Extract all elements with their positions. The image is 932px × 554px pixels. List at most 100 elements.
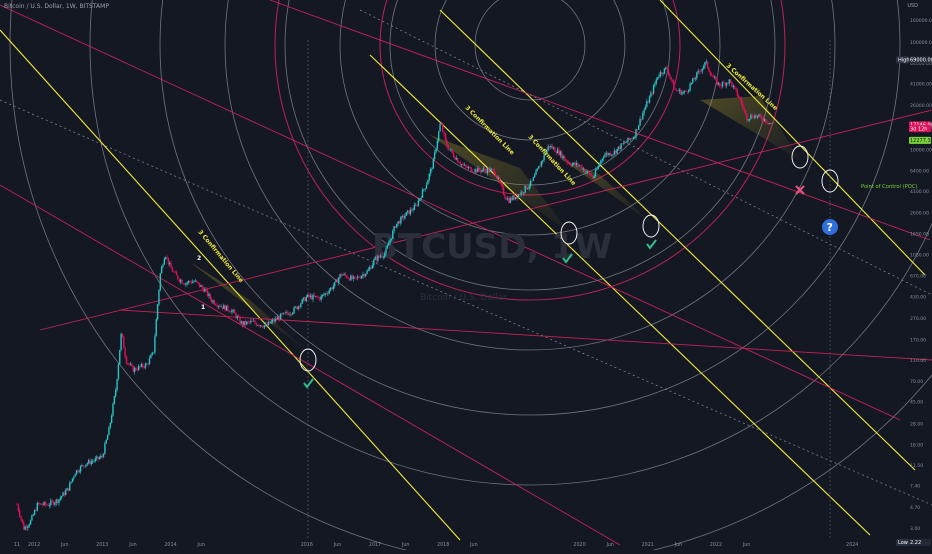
x-tick-label: 2018 (437, 542, 449, 548)
fib-circle-pink-1 (274, 0, 786, 301)
candle-body (502, 187, 505, 195)
x-tick-label: Jun (605, 542, 614, 548)
candle-body (23, 522, 25, 530)
candle-body (289, 314, 291, 315)
candle-body (527, 188, 529, 190)
candle-body (490, 168, 493, 170)
candle-body (120, 333, 122, 350)
dotted-line-0 (0, 99, 932, 506)
dotted-line-1 (359, 9, 932, 296)
candle-body (398, 221, 401, 224)
candle-body (29, 520, 32, 525)
confirmation-line-label: 3 Confirmation Line (464, 104, 516, 156)
x-tick-label: Jun (674, 542, 683, 548)
candle-body (394, 226, 397, 228)
y-tick-label: 1650.00 (910, 232, 929, 238)
candle-body (563, 155, 566, 160)
candle-body (351, 275, 353, 279)
candle-body (613, 150, 616, 155)
candle-body (500, 181, 502, 185)
candle-body (267, 322, 270, 326)
candle-body (144, 363, 147, 368)
candle-body (117, 364, 120, 380)
candle-body (186, 282, 189, 284)
candle-body (493, 169, 495, 174)
candle-body (432, 158, 434, 169)
candle-body (220, 306, 222, 308)
candle-body (397, 221, 399, 224)
candle-body (383, 253, 386, 257)
question-mark: ? (827, 221, 833, 234)
candle-body (255, 322, 257, 326)
x-tick-label: Jun (60, 542, 69, 548)
candle-body (169, 263, 171, 265)
y-tick-label: 64000.00 (910, 61, 932, 67)
candle-body (606, 153, 609, 156)
check-mark-icon (562, 253, 573, 264)
candle-body (366, 270, 368, 274)
candle-body (658, 75, 660, 78)
candle-body (715, 76, 717, 79)
candle-body (154, 336, 156, 353)
candle-body (170, 263, 172, 269)
candle-body (660, 72, 663, 75)
candle-body (47, 504, 49, 506)
candle-body (162, 264, 164, 267)
candle-body (237, 316, 240, 317)
candle-body (681, 92, 683, 95)
candle-body (305, 296, 307, 302)
candle-body (77, 470, 79, 473)
candle-body (124, 348, 126, 357)
candle-body (32, 514, 34, 516)
candle-body (589, 172, 591, 176)
candle-body (304, 297, 306, 302)
y-tick-label: 18.00 (910, 442, 923, 448)
candle-body (655, 79, 657, 84)
candle-body (223, 305, 225, 309)
candle-body (60, 496, 63, 498)
candle-body (36, 502, 39, 511)
candle-body (301, 299, 303, 304)
candle-body (332, 286, 334, 290)
candle-body (452, 152, 455, 157)
yellow-line-1 (369, 54, 871, 536)
candle-body (540, 161, 543, 167)
candle-body (596, 169, 598, 171)
candle-body (679, 89, 682, 95)
y-tick-label: 4.70 (910, 505, 920, 511)
candle-body (513, 195, 516, 200)
candle-body (104, 443, 106, 455)
candle-body (731, 81, 733, 87)
candle-body (48, 505, 51, 506)
candle-body (73, 476, 75, 479)
candle-body (619, 146, 621, 150)
price-tag-value: 12277.33 (910, 138, 932, 144)
candle-body (631, 138, 633, 140)
candle-body (44, 502, 47, 505)
candle-body (401, 215, 403, 217)
candle-body (646, 101, 648, 107)
candle-body (706, 61, 709, 69)
candle-body (265, 324, 267, 326)
candle-body (608, 152, 610, 156)
candle-body (266, 324, 268, 326)
candle-body (81, 465, 83, 467)
candle-body (21, 519, 24, 523)
candle-body (716, 78, 718, 85)
check-mark-icon (646, 239, 657, 250)
candle-body (139, 365, 141, 367)
candle-body (160, 266, 163, 274)
candle-body (727, 82, 729, 84)
candle-body (583, 168, 586, 173)
candle-body (465, 165, 467, 167)
candle-body (315, 296, 317, 297)
candle-body (488, 168, 490, 172)
candle-body (566, 160, 568, 163)
y-tick-label: 11.50 (910, 463, 923, 469)
candle-body (89, 460, 91, 465)
candle-body (636, 129, 639, 130)
candle-body (182, 283, 184, 285)
candle-body (344, 273, 347, 276)
candle-body (342, 274, 344, 276)
candle-body (582, 168, 585, 170)
